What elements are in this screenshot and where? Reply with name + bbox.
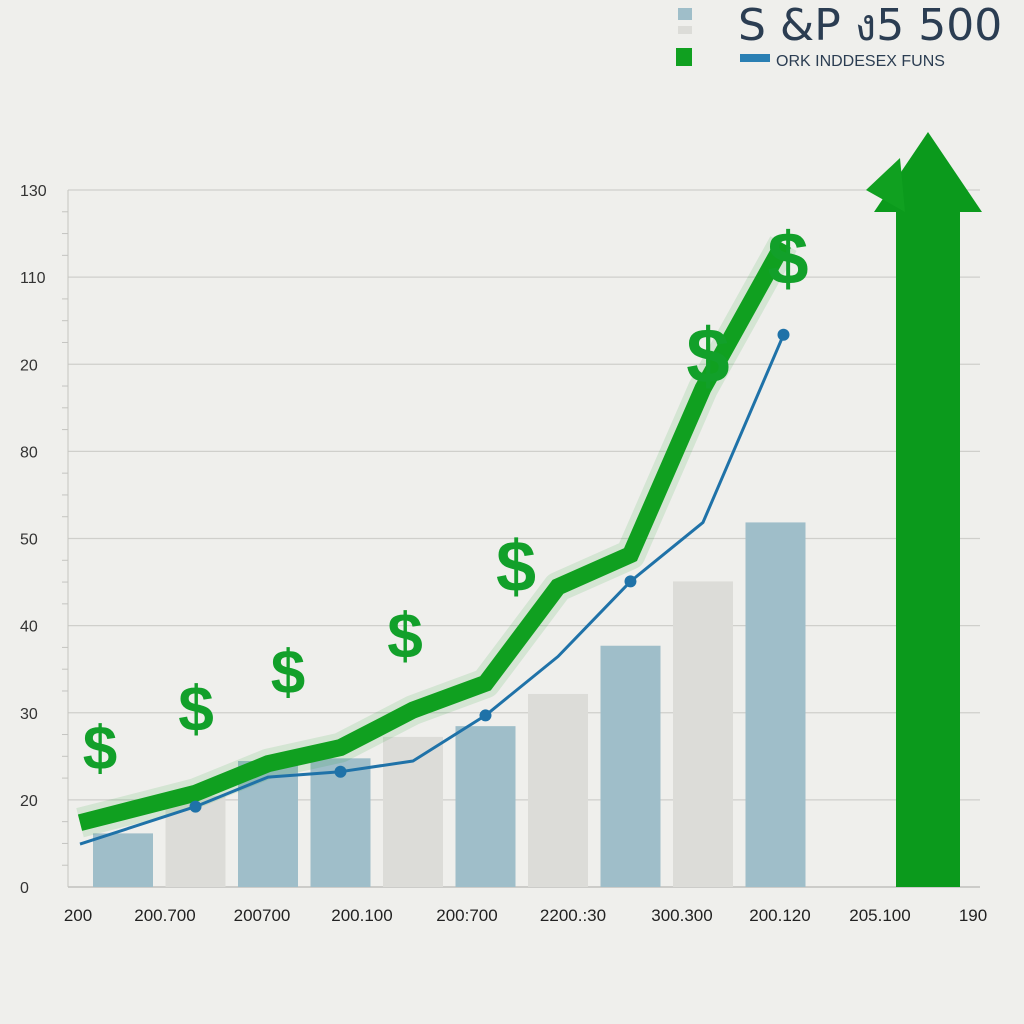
bar [745,522,806,887]
y-tick-label: 50 [20,532,38,549]
dollar-sign: $ [496,527,536,607]
dollar-sign: $ [178,672,214,744]
y-tick-label: 0 [20,880,29,897]
x-tick-label: 300.300 [651,906,712,925]
y-tick-label: 30 [20,706,38,723]
blue-line-point [624,575,637,588]
line-series [76,236,797,846]
bar [310,758,371,887]
x-tick-label: 200 [64,906,92,925]
blue-line-point [479,709,492,722]
x-tick-label: 200700 [234,906,291,925]
y-tick-label: 110 [20,270,46,287]
legend-swatch [676,48,692,66]
blue-line [79,334,785,846]
legend-swatch [678,26,692,34]
x-axis-ticks: 200 200.700 200700 200.100 200:700 2200.:30 30… [64,906,987,925]
bars [93,522,806,887]
bar [600,645,661,887]
bar [455,726,516,887]
dollar-sign: $ [686,311,729,399]
x-tick-label: 200.120 [749,906,810,925]
y-tick-label: 20 [20,357,38,374]
y-tick-label: 40 [20,619,38,636]
blue-line-point [189,800,202,813]
x-tick-label: 205.100 [849,906,910,925]
legend-swatch [678,8,692,20]
blue-line-point [777,328,790,341]
y-axis-ticks: 0 20 30 40 50 80 20 110 130 [20,183,47,897]
bar [238,761,298,887]
bar [673,581,733,887]
green-line [77,239,791,831]
x-tick-label: 200.100 [331,906,392,925]
legend [676,8,770,66]
dollar-sign: $ [271,639,305,708]
dollar-sign: $ [387,599,423,671]
arrow-shaft [896,205,960,887]
legend-swatch [740,54,770,62]
x-tick-label: 200.700 [134,906,195,925]
x-tick-label: 2200.:30 [540,906,606,925]
dollar-sign: $ [83,715,117,784]
line-arrow-tip [866,158,905,212]
chart-title: S &P ง5 500 [738,0,1002,51]
y-tick-label: 130 [20,183,47,200]
dollar-signs: $ $ $ $ $ $ $ [83,217,809,784]
dollar-sign: $ [767,217,808,300]
chart-subtitle: ORK INDDESEX FUNS [776,53,945,70]
x-tick-label: 200:700 [436,906,497,925]
bar [528,693,588,887]
y-tick-label: 80 [20,444,38,461]
y-tick-label: 20 [20,793,38,810]
x-tick-label: 190 [959,906,987,925]
bar [93,833,153,887]
blue-line-point [334,765,347,778]
growth-arrow [866,132,982,887]
